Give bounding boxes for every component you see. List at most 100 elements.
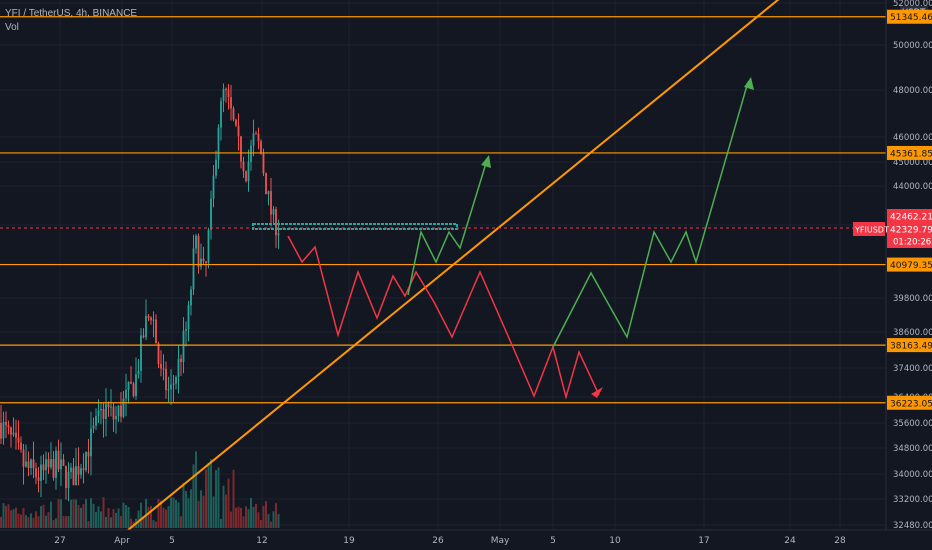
candle-body: [260, 141, 262, 154]
volume-bar: [100, 511, 102, 528]
candle-body: [112, 406, 115, 420]
candle-body: [235, 119, 237, 126]
volume-bar: [270, 521, 272, 528]
levels: [0, 16, 886, 404]
volume-bar: [102, 497, 105, 528]
volume-bar: [200, 490, 202, 528]
candle-body: [62, 459, 65, 466]
time-tick-label: 12: [256, 536, 267, 546]
volume-bar: [137, 510, 140, 528]
volume-bar: [72, 499, 75, 528]
candle-body: [30, 459, 32, 469]
time-tick-label: 5: [169, 536, 175, 546]
volume-bar: [160, 500, 162, 528]
candle-body: [175, 376, 177, 384]
volume-bar: [35, 511, 37, 528]
candle-body: [222, 88, 225, 102]
volume-bar: [212, 496, 215, 528]
price-tick-label: 52000.00: [893, 0, 932, 9]
price-axis: 32480.00 33200.00 34000.00 34800.00 35600.00…: [885, 0, 932, 550]
candle-body: [170, 384, 172, 390]
candle-body: [150, 317, 152, 321]
candle-body: [10, 427, 12, 435]
candle-body: [255, 133, 257, 135]
volume-bar: [185, 491, 187, 528]
volume-bar: [87, 521, 90, 528]
candle-body: [42, 464, 45, 471]
candle-body: [215, 159, 217, 176]
candle-body: [35, 468, 37, 478]
candle-body: [130, 381, 132, 384]
volume-bar: [45, 515, 47, 528]
volume-bar: [245, 506, 247, 528]
volume-bar: [222, 485, 225, 528]
candle-body: [270, 191, 272, 215]
candle-body: [155, 319, 157, 344]
volume-bar: [162, 507, 165, 528]
volume-bar: [187, 498, 190, 528]
volume-bar: [112, 508, 115, 528]
volume-bar: [12, 509, 15, 528]
level-price-label: 36223.05: [890, 399, 932, 409]
volume-bar: [90, 498, 92, 528]
candle-body: [125, 389, 127, 399]
time-tick-label: 24: [784, 536, 796, 546]
volume-bar: [107, 508, 110, 528]
volume-bar: [40, 506, 42, 528]
candle-body: [90, 428, 92, 457]
candle-body: [142, 335, 145, 338]
volume-bar: [217, 467, 220, 528]
time-axis-background: [0, 530, 932, 550]
candle-body: [15, 432, 17, 438]
candles: [0, 83, 280, 502]
candle-body: [237, 125, 240, 137]
candle-body: [225, 88, 227, 90]
volume-bar: [27, 517, 30, 528]
volume-bar: [262, 506, 265, 528]
candle-body: [250, 145, 252, 162]
volume-bar: [165, 509, 167, 528]
candle-body: [50, 459, 52, 468]
volume-bar: [235, 507, 237, 528]
candle-body: [160, 363, 162, 369]
candle-body: [240, 136, 242, 162]
volume-bar: [252, 506, 255, 528]
candle-body: [60, 459, 62, 470]
bullish-arrowhead-long: [744, 77, 754, 90]
volume-bar: [25, 515, 27, 528]
volume-bar: [152, 520, 155, 528]
volume-bar: [190, 489, 192, 528]
candle-body: [162, 368, 165, 370]
candle-body: [167, 389, 170, 391]
volume-bar: [157, 498, 160, 528]
level-price-badge: [887, 9, 932, 24]
candle-body: [85, 451, 87, 471]
candle-body: [115, 416, 117, 420]
volume-bar: [227, 478, 230, 528]
candle-body: [2, 421, 5, 439]
volume-bar: [180, 516, 182, 528]
candle-body: [97, 410, 100, 417]
candle-body: [122, 398, 125, 417]
volume-bar: [237, 506, 240, 528]
candle-body: [57, 450, 60, 470]
volume-bar: [192, 464, 195, 528]
volume-bar: [155, 521, 157, 528]
candle-body: [200, 258, 202, 267]
candle-body: [110, 406, 112, 408]
candle-body: [217, 127, 220, 160]
candle-body: [105, 404, 107, 419]
volume-bar: [195, 451, 197, 528]
time-tick-label: 17: [698, 536, 709, 546]
volume-bar: [172, 497, 175, 528]
candle-body: [205, 261, 207, 263]
candle-body: [265, 173, 267, 195]
volume-bar: [265, 501, 267, 528]
volume-bar: [37, 516, 40, 528]
volume-bar: [110, 517, 112, 528]
volume-bar: [30, 513, 32, 528]
level-price-badge: [887, 395, 932, 410]
price-tick-label: 39800.00: [893, 294, 932, 304]
volume-bar: [2, 503, 5, 528]
